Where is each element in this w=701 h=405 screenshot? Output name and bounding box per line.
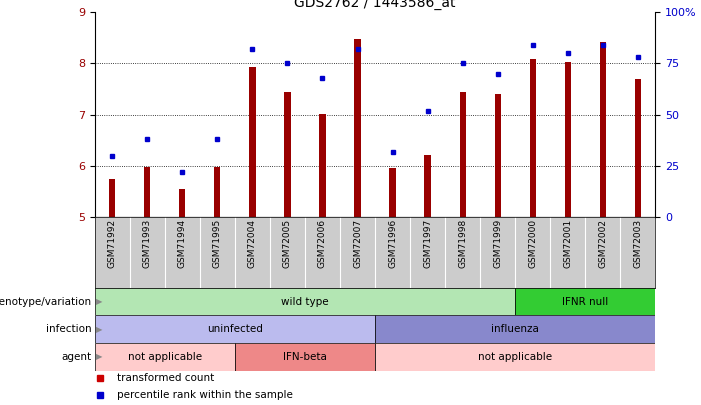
Bar — [355, 39, 361, 217]
Text: GSM71997: GSM71997 — [423, 219, 432, 269]
Text: GSM72006: GSM72006 — [318, 219, 327, 269]
Bar — [109, 179, 115, 217]
Text: GSM71999: GSM71999 — [494, 219, 502, 269]
Text: transformed count: transformed count — [117, 373, 215, 383]
Bar — [460, 92, 466, 217]
Text: GSM72005: GSM72005 — [283, 219, 292, 269]
Title: GDS2762 / 1443586_at: GDS2762 / 1443586_at — [294, 0, 456, 10]
Bar — [144, 167, 151, 217]
Text: ▶: ▶ — [96, 325, 102, 334]
Text: agent: agent — [61, 352, 91, 362]
Text: GSM72000: GSM72000 — [529, 219, 537, 269]
Text: percentile rank within the sample: percentile rank within the sample — [117, 390, 293, 400]
Text: GSM71996: GSM71996 — [388, 219, 397, 269]
Text: GSM72004: GSM72004 — [248, 219, 257, 268]
Bar — [215, 167, 221, 217]
Bar — [600, 42, 606, 217]
Bar — [179, 189, 185, 217]
Text: IFNR null: IFNR null — [562, 297, 608, 307]
Bar — [515, 288, 655, 315]
Text: infection: infection — [46, 324, 91, 334]
Bar — [635, 79, 641, 217]
Text: ▶: ▶ — [96, 297, 102, 306]
Bar — [495, 94, 501, 217]
Bar — [390, 168, 396, 217]
Bar — [530, 59, 536, 217]
Text: GSM72007: GSM72007 — [353, 219, 362, 269]
Bar — [95, 343, 235, 371]
Text: GSM71992: GSM71992 — [108, 219, 116, 269]
Bar — [375, 315, 655, 343]
Bar — [375, 343, 655, 371]
Bar — [425, 155, 430, 217]
Text: GSM72002: GSM72002 — [599, 219, 607, 268]
Bar — [95, 315, 375, 343]
Text: ▶: ▶ — [96, 352, 102, 361]
Text: GSM72003: GSM72003 — [634, 219, 642, 269]
Text: GSM71998: GSM71998 — [458, 219, 467, 269]
Text: wild type: wild type — [281, 297, 329, 307]
Text: genotype/variation: genotype/variation — [0, 297, 91, 307]
Bar — [235, 343, 375, 371]
Text: IFN-beta: IFN-beta — [283, 352, 327, 362]
Text: GSM72001: GSM72001 — [564, 219, 572, 269]
Text: influenza: influenza — [491, 324, 539, 334]
Text: uninfected: uninfected — [207, 324, 263, 334]
Bar — [285, 92, 291, 217]
Text: GSM71993: GSM71993 — [143, 219, 151, 269]
Text: GSM71995: GSM71995 — [213, 219, 222, 269]
Bar — [320, 113, 325, 217]
Bar — [95, 288, 515, 315]
Bar — [250, 68, 256, 217]
Text: not applicable: not applicable — [478, 352, 552, 362]
Bar — [565, 62, 571, 217]
Text: GSM71994: GSM71994 — [178, 219, 186, 269]
Text: not applicable: not applicable — [128, 352, 202, 362]
